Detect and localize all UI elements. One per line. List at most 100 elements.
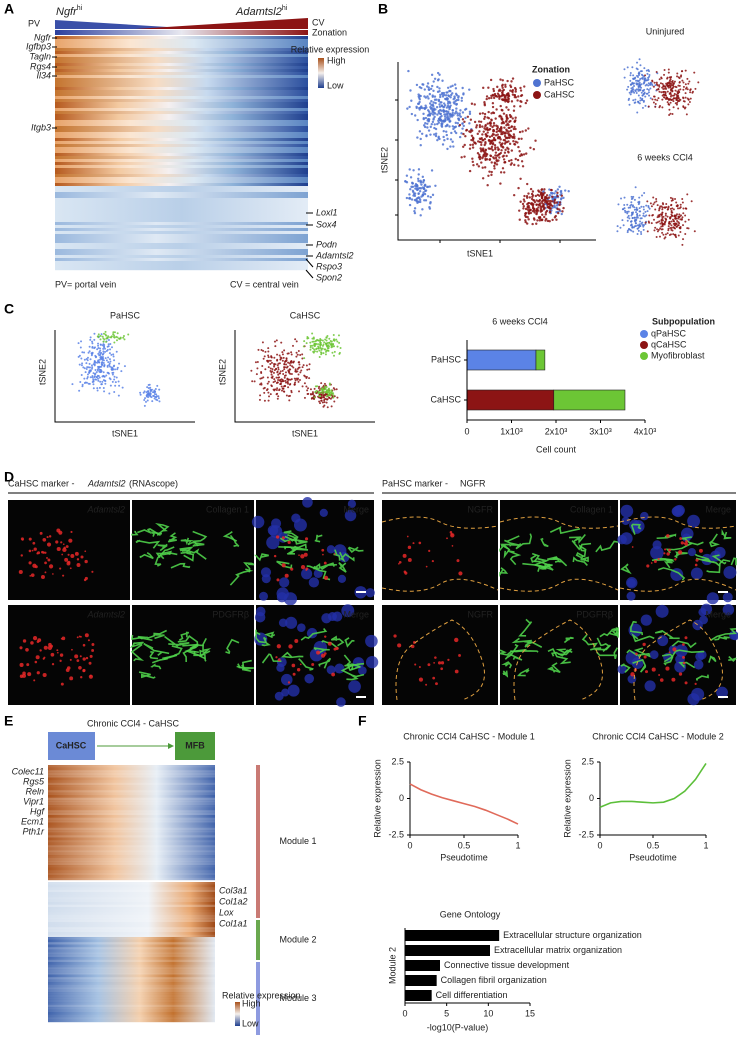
cell-dot bbox=[143, 404, 146, 407]
cell-dot bbox=[627, 99, 630, 102]
cell-dot bbox=[86, 373, 89, 376]
cell-dot bbox=[80, 357, 83, 360]
cell-dot bbox=[661, 206, 664, 209]
cell-dot bbox=[500, 143, 503, 146]
heatmap-row bbox=[48, 954, 215, 958]
cell-dot bbox=[446, 137, 449, 141]
cell-dot bbox=[414, 187, 417, 190]
cell-dot bbox=[285, 366, 288, 369]
cell-dot bbox=[553, 204, 556, 207]
cell-dot bbox=[652, 101, 655, 104]
heatmap-row bbox=[48, 974, 215, 978]
cell-dot bbox=[524, 211, 528, 215]
cell-dot bbox=[432, 107, 436, 110]
cell-dot bbox=[492, 133, 495, 136]
heatmap-row bbox=[48, 850, 215, 853]
signal-speck bbox=[456, 559, 460, 563]
module-label: Module 3 bbox=[279, 993, 316, 1003]
nucleus bbox=[306, 627, 318, 639]
label: PaHSC marker - bbox=[382, 478, 448, 488]
cell-dot bbox=[547, 196, 551, 199]
cell-dot bbox=[677, 224, 680, 227]
cell-dot bbox=[642, 225, 645, 228]
cell-dot bbox=[274, 345, 277, 348]
heatmap-row bbox=[48, 830, 215, 833]
cell-dot bbox=[529, 208, 532, 212]
cell-dot bbox=[259, 394, 262, 397]
cell-dot bbox=[551, 218, 554, 222]
cell-dot bbox=[430, 73, 434, 77]
cell-dot bbox=[323, 396, 326, 399]
cell-dot bbox=[404, 180, 407, 183]
cell-dot bbox=[674, 224, 677, 227]
cell-dot bbox=[436, 122, 439, 126]
cell-dot bbox=[418, 197, 421, 200]
gene-label: Ecm1 bbox=[21, 816, 44, 826]
cell-dot bbox=[494, 148, 497, 151]
nucleus bbox=[337, 574, 347, 583]
heatmap-row bbox=[48, 982, 215, 985]
signal-speck bbox=[437, 661, 442, 665]
cell-dot bbox=[276, 397, 279, 400]
label: PV bbox=[28, 18, 40, 28]
cell-dot bbox=[530, 202, 533, 206]
cell-dot bbox=[510, 100, 514, 103]
cell-dot bbox=[91, 342, 94, 345]
cell-dot bbox=[271, 368, 274, 371]
signal-speck bbox=[684, 681, 688, 685]
cell-dot bbox=[647, 105, 650, 108]
cell-dot bbox=[647, 88, 650, 91]
cell-dot bbox=[668, 234, 671, 237]
cell-dot bbox=[462, 92, 465, 95]
heatmap-row bbox=[48, 962, 215, 965]
cell-dot bbox=[513, 105, 516, 108]
channel-label: Merge bbox=[705, 609, 731, 619]
cell-dot bbox=[630, 83, 633, 86]
heatmap-row bbox=[48, 807, 215, 811]
cell-dot bbox=[541, 202, 544, 205]
cell-dot bbox=[93, 361, 96, 364]
cell-dot bbox=[626, 88, 629, 91]
cell-dot bbox=[276, 353, 279, 356]
heatmap-row bbox=[55, 42, 308, 46]
heatmap-row bbox=[48, 857, 215, 861]
cell-dot bbox=[427, 97, 430, 100]
cell-dot bbox=[679, 98, 682, 101]
cell-dot bbox=[453, 130, 457, 133]
signal-speck bbox=[22, 639, 27, 643]
cell-dot bbox=[330, 340, 333, 343]
signal-speck bbox=[643, 655, 647, 659]
cell-dot bbox=[463, 120, 466, 123]
cell-dot bbox=[144, 400, 147, 403]
cell-dot bbox=[507, 108, 510, 111]
cell-dot bbox=[643, 215, 646, 218]
heatmap-row bbox=[55, 264, 308, 268]
cell-dot bbox=[497, 129, 500, 133]
cell-dot bbox=[296, 353, 299, 356]
cell-dot bbox=[658, 84, 661, 87]
cell-dot bbox=[101, 353, 104, 356]
cell-dot bbox=[101, 363, 104, 366]
signal-speck bbox=[91, 643, 95, 647]
cell-dot bbox=[444, 125, 448, 128]
cell-dot bbox=[539, 210, 543, 213]
cell-dot bbox=[92, 383, 95, 386]
cell-dot bbox=[479, 150, 483, 153]
cell-dot bbox=[496, 133, 499, 136]
cell-dot bbox=[616, 225, 619, 228]
cell-dot bbox=[638, 79, 641, 82]
cell-dot bbox=[424, 116, 428, 120]
cell-dot bbox=[655, 71, 658, 74]
cell-dot bbox=[478, 130, 481, 133]
cell-dot bbox=[108, 377, 111, 380]
fiber bbox=[130, 643, 145, 662]
fiber bbox=[164, 635, 190, 647]
cell-dot bbox=[432, 118, 435, 121]
cell-dot bbox=[665, 202, 668, 205]
bar-label: Cell differentiation bbox=[436, 990, 508, 1000]
cell-dot bbox=[476, 140, 480, 143]
cell-dot bbox=[670, 199, 673, 202]
cell-dot bbox=[405, 174, 409, 177]
signal-speck bbox=[37, 638, 42, 643]
channel-label: Adamtsl2 bbox=[86, 609, 125, 619]
